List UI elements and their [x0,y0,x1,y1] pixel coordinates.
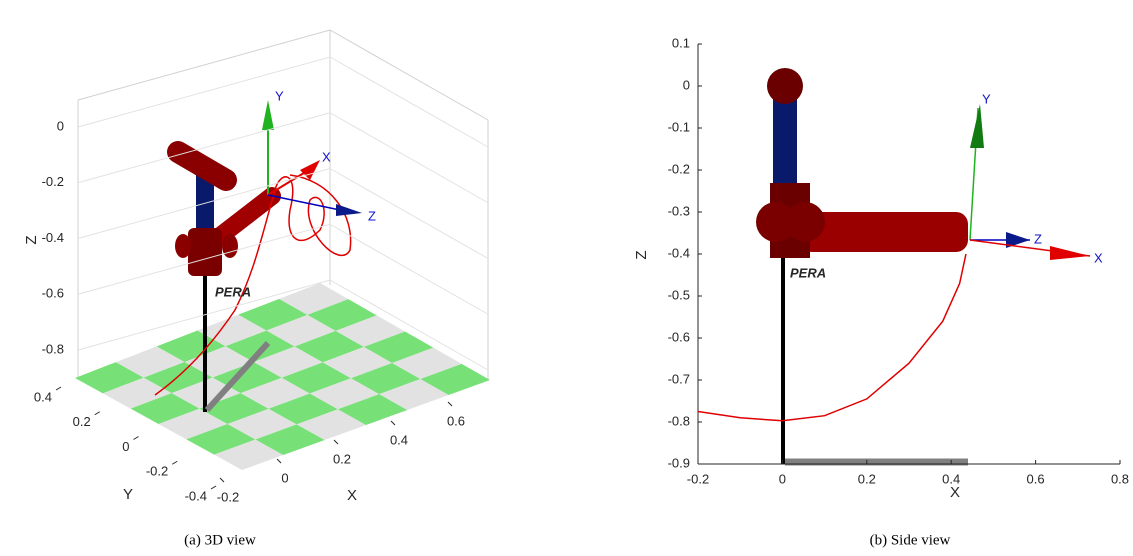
x-tick-label: -0.2 [217,489,239,504]
y-tick [211,486,216,489]
x-tick-label: 0.2 [858,471,876,486]
y-tick-label: 0.2 [73,414,91,429]
z-tick-label: -0.6 [42,286,64,301]
caption: (b) Side view [870,532,951,548]
annotation: Z [1034,231,1042,246]
y-tick-label: -0.2 [668,161,690,176]
x-tick-label: 0 [281,470,288,485]
annotation: X [1094,250,1103,265]
annotation: Z [368,208,376,223]
caption: (a) 3D view [184,532,256,548]
annotation: PERA [790,265,826,280]
x-tick [391,421,395,425]
figure: (a) 3D view (b) Side view Z Y X PERA X Y… [0,0,1133,556]
y-tick [56,387,61,390]
y-tick-label: -0.8 [668,413,690,428]
z-tick-label: -0.8 [42,341,64,356]
y-tick-label: 0 [122,439,129,454]
z-tick-label: -0.4 [42,230,64,245]
y-axis-label: Y [123,486,133,503]
x-tick [448,402,452,406]
y-tick-label: 0.1 [672,35,690,50]
y-tick [95,412,100,415]
x-axis-label: X [347,487,357,504]
annotation: Y [275,88,284,103]
z-axis-label: Z [23,235,40,244]
x-tick [334,440,338,444]
grid-line [78,113,488,203]
y-tick-label: -0.7 [668,371,690,386]
grid-line [78,169,488,259]
y-tick [172,461,177,464]
trajectory-line [698,254,966,421]
x-tick-label: 0.6 [1027,471,1045,486]
y-tick-label: -0.2 [146,464,168,479]
y-tick-label: -0.6 [668,329,690,344]
annotation: Y [982,91,991,106]
x-tick-label: 0 [779,471,786,486]
x-tick-label: 0.8 [1111,471,1129,486]
y-tick [134,437,139,440]
annotation: PERA [215,284,251,299]
y-axis-label: Z [633,250,650,259]
z-tick-label: -0.2 [42,174,64,189]
y-tick-label: -0.3 [668,203,690,218]
y-tick-label: -0.1 [668,119,690,134]
y-tick-label: 0 [683,77,690,92]
x-tick [220,478,224,482]
x-axis-label: X [950,484,960,501]
x-tick-label: 0.6 [447,413,465,428]
x-tick-label: 0.4 [390,432,408,447]
z-tick-label: 0 [57,118,64,133]
checkerboard-floor [75,283,490,470]
x-tick [277,459,281,463]
y-tick-label: -0.4 [668,245,690,260]
x-tick-label: -0.2 [687,471,709,486]
y-tick-label: -0.9 [668,455,690,470]
x-tick-label: 0.2 [333,451,351,466]
x-tick-label: 0.4 [942,471,960,486]
y-tick-label: -0.5 [668,287,690,302]
annotation: X [322,149,331,164]
y-tick-label: -0.4 [185,488,207,503]
y-tick-label: 0.4 [34,389,52,404]
